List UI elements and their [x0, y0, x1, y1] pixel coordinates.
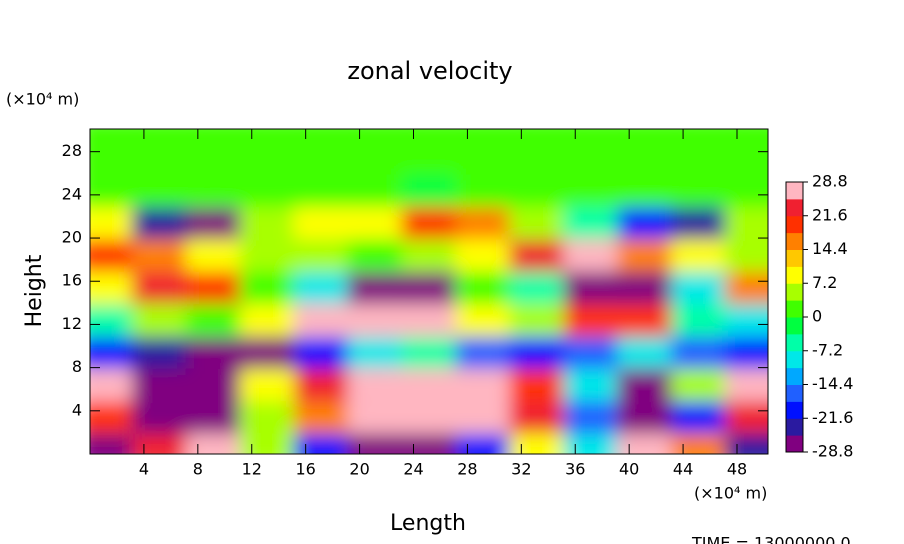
colorbar-band: [786, 249, 803, 267]
colorbar-tick-label: 14.4: [812, 239, 848, 258]
x-tick-label: 4: [139, 460, 149, 479]
x-tick-label: 20: [349, 460, 369, 479]
x-tick-label: 32: [511, 460, 531, 479]
colorbar-tick-label: -28.8: [812, 442, 853, 461]
x-tick-label: 48: [727, 460, 747, 479]
y-axis-label: Height: [22, 254, 47, 327]
x-tick-label: 8: [193, 460, 203, 479]
field-clip: [90, 129, 768, 454]
time-label: TIME = 13000000.0: [691, 534, 851, 544]
chart-title: zonal velocity: [347, 57, 512, 85]
x-tick-label: 12: [242, 460, 262, 479]
y-tick-label: 20: [62, 228, 82, 247]
x-tick-label: 40: [619, 460, 639, 479]
x-unit: (×10⁴ m): [694, 484, 767, 503]
x-tick-label: 24: [403, 460, 423, 479]
x-tick-label: 28: [457, 460, 477, 479]
y-tick-label: 28: [62, 141, 82, 160]
y-tick-label: 12: [62, 314, 82, 333]
colorbar-band: [786, 283, 803, 301]
colorbar-band: [786, 418, 803, 436]
colorbar-band: [786, 333, 803, 352]
colorbar-band: [786, 317, 803, 335]
cell: [724, 129, 768, 175]
colorbar-band: [786, 182, 803, 200]
colorbar-tick-label: 7.2: [812, 273, 837, 292]
colorbar-band: [786, 350, 803, 369]
y-tick-label: 16: [62, 271, 82, 290]
colorbar-tick-label: 0: [812, 307, 822, 326]
colorbar-band: [786, 198, 803, 217]
colorbar-band: [786, 266, 803, 284]
colorbar-tick-label: 28.8: [812, 172, 848, 191]
colorbar-tick-label: 21.6: [812, 205, 848, 224]
x-tick-label: 36: [565, 460, 585, 479]
colorbar-band: [786, 384, 803, 402]
y-tick-label: 4: [72, 400, 82, 419]
y-unit: (×10⁴ m): [6, 90, 79, 109]
colorbar-band: [786, 215, 803, 234]
colorbar-tick-label: -14.4: [812, 374, 853, 393]
overlay: 4 8 12 16 20 24 28 32 36 40 44 4848121620242828.821…: [62, 128, 853, 479]
y-tick-label: 24: [62, 184, 82, 203]
colorbar-band: [786, 435, 803, 453]
colorbar-tick-label: -7.2: [812, 340, 843, 359]
y-tick-label: 8: [72, 357, 82, 376]
x-tick-label: 44: [673, 460, 693, 479]
colorbar-tick-label: -21.6: [812, 408, 853, 427]
x-axis-label: Length: [390, 511, 466, 536]
colorbar-band: [786, 367, 803, 385]
colorbar-band: [786, 401, 803, 419]
field: [90, 129, 768, 454]
x-tick-label: 16: [295, 460, 315, 479]
plot-frame: [89, 128, 769, 455]
colorbar-band: [786, 232, 803, 250]
colorbar-band: [786, 300, 803, 318]
